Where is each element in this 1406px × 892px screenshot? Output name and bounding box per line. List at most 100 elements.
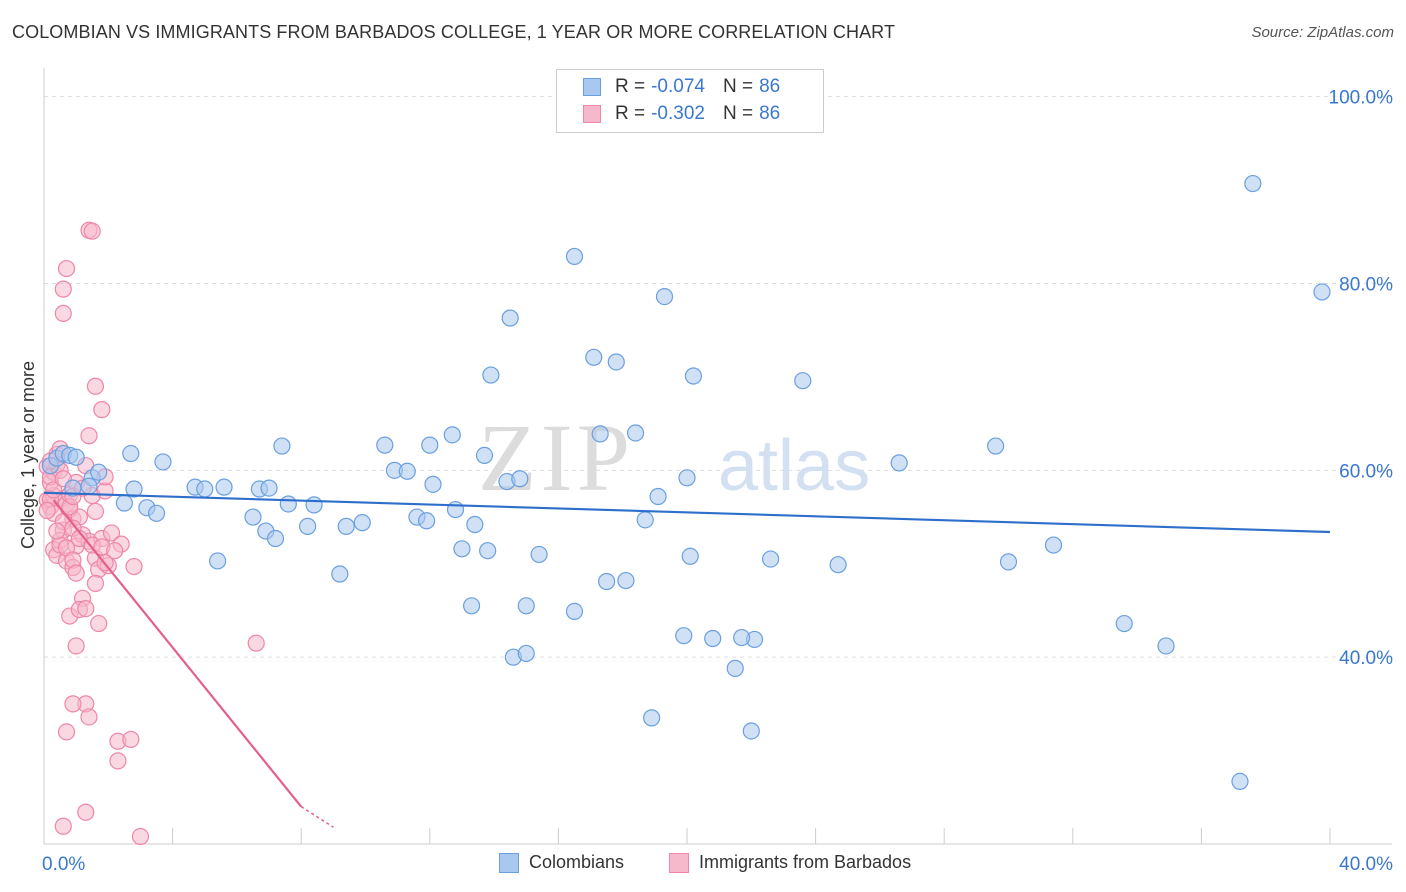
watermark-atlas: atlas: [718, 426, 870, 506]
colombians-point: [446, 500, 465, 519]
x-tick-labels: 0.0% 40.0%: [42, 854, 1393, 875]
colombians-point: [565, 602, 584, 620]
colombians-point: [337, 517, 355, 535]
colombians-point: [704, 629, 722, 648]
legend-item-colombians[interactable]: Colombians: [499, 852, 624, 873]
barbados-point: [86, 502, 105, 521]
colombians-point: [462, 597, 481, 615]
colombians-point: [626, 424, 645, 442]
colombians-point: [215, 478, 233, 496]
colombians-point: [67, 448, 85, 466]
colombians-point: [726, 659, 744, 677]
colombians-point: [122, 444, 140, 463]
barbados-point: [54, 817, 72, 835]
legend-n-value: 86: [759, 103, 781, 124]
colombians-point: [1044, 536, 1063, 554]
colombians-point: [479, 542, 497, 560]
barbados-point: [64, 695, 82, 713]
colombians-point: [398, 462, 416, 480]
colombians-point: [1157, 637, 1175, 655]
colombians-point: [90, 463, 108, 481]
colombians-point: [585, 348, 603, 366]
correlation-legend: R = -0.074 N = 86 R = -0.302 N = 86: [556, 69, 824, 133]
legend-item-barbados[interactable]: Immigrants from Barbados: [669, 852, 911, 873]
barbados-point: [86, 377, 105, 395]
y-tick-label: 100.0%: [1329, 88, 1394, 109]
colombians-point: [331, 565, 349, 583]
colombians-point: [466, 515, 484, 534]
colombians-point: [260, 479, 278, 497]
barbados-point: [102, 524, 121, 542]
colombians-point: [598, 572, 616, 591]
colombians-point: [607, 353, 625, 371]
colombians-point: [424, 475, 442, 493]
barbados-point: [48, 522, 66, 540]
colombians-point: [999, 553, 1018, 571]
colombians-point: [80, 477, 98, 495]
barbados-point: [90, 614, 108, 633]
colombians-point: [376, 436, 394, 454]
barbados-point: [131, 827, 150, 846]
barbados-point: [54, 304, 72, 323]
colombians-point: [443, 426, 461, 444]
colombians-point: [453, 540, 471, 558]
barbados-point: [57, 723, 76, 741]
colombians-point: [1244, 174, 1262, 193]
x-tick-label: 40.0%: [1339, 854, 1393, 875]
colombians-point: [530, 545, 548, 564]
colombians-point: [794, 372, 812, 390]
colombians-point: [675, 627, 693, 645]
barbados-point: [86, 574, 105, 592]
watermark-zip: ZIP: [478, 404, 634, 511]
colombians-point: [299, 517, 317, 535]
barbados-trend-extension: [300, 806, 334, 828]
y-axis-title: College, 1 year or more: [18, 361, 38, 549]
colombians-point: [511, 470, 529, 488]
colombians-point: [353, 514, 371, 532]
chart-title: COLOMBIAN VS IMMIGRANTS FROM BARBADOS CO…: [12, 22, 896, 42]
colombians-point: [517, 597, 535, 615]
colombians-point: [681, 547, 699, 565]
colombians-point: [482, 366, 500, 384]
colombians-point: [273, 437, 291, 455]
legend-n-label: N =: [722, 103, 754, 124]
barbados-point: [67, 564, 85, 582]
colombians-point: [125, 480, 143, 498]
barbados-point: [247, 634, 265, 652]
colombians-point: [617, 571, 635, 590]
barbados-point: [67, 637, 85, 655]
barbados-point: [57, 259, 76, 278]
barbados-point: [80, 427, 98, 445]
legend-item-label: Immigrants from Barbados: [699, 852, 912, 872]
colombians-point: [829, 556, 847, 574]
barbados-point: [77, 803, 95, 821]
colombians-point: [643, 709, 661, 727]
colombians-point: [517, 644, 535, 663]
colombians-point: [305, 496, 323, 514]
colombians-point: [421, 436, 439, 454]
colombians-point: [501, 309, 519, 327]
colombians-point: [475, 446, 494, 464]
legend-item-label: Colombians: [529, 852, 625, 872]
legend-n-value: 86: [759, 76, 781, 97]
legend-row-barbados: R = -0.302 N = 86: [583, 101, 780, 127]
colombians-point: [565, 247, 584, 266]
legend-row-colombians: R = -0.074 N = 86: [583, 74, 780, 100]
trend-lines: [43, 491, 1331, 828]
colombians-point: [742, 722, 760, 740]
colombians-point: [279, 495, 297, 513]
legend-n-label: N =: [722, 76, 754, 97]
colombians-point: [987, 437, 1005, 455]
barbados-point: [54, 280, 72, 298]
colombians-trend-line: [43, 491, 1331, 534]
source-label: Source: ZipAtlas.com: [1251, 24, 1394, 41]
colombians-point: [1115, 614, 1133, 633]
series-legend: Colombians Immigrants from Barbados: [0, 852, 1406, 876]
legend-r-label: R =: [615, 103, 646, 124]
colombians-point: [417, 512, 436, 530]
colombians-point: [154, 453, 172, 471]
colombians-point: [147, 504, 166, 522]
barbados-point: [83, 222, 101, 240]
y-tick-labels: 40.0% 60.0% 80.0% 100.0%: [1329, 88, 1394, 669]
y-tick-label: 40.0%: [1339, 648, 1393, 669]
